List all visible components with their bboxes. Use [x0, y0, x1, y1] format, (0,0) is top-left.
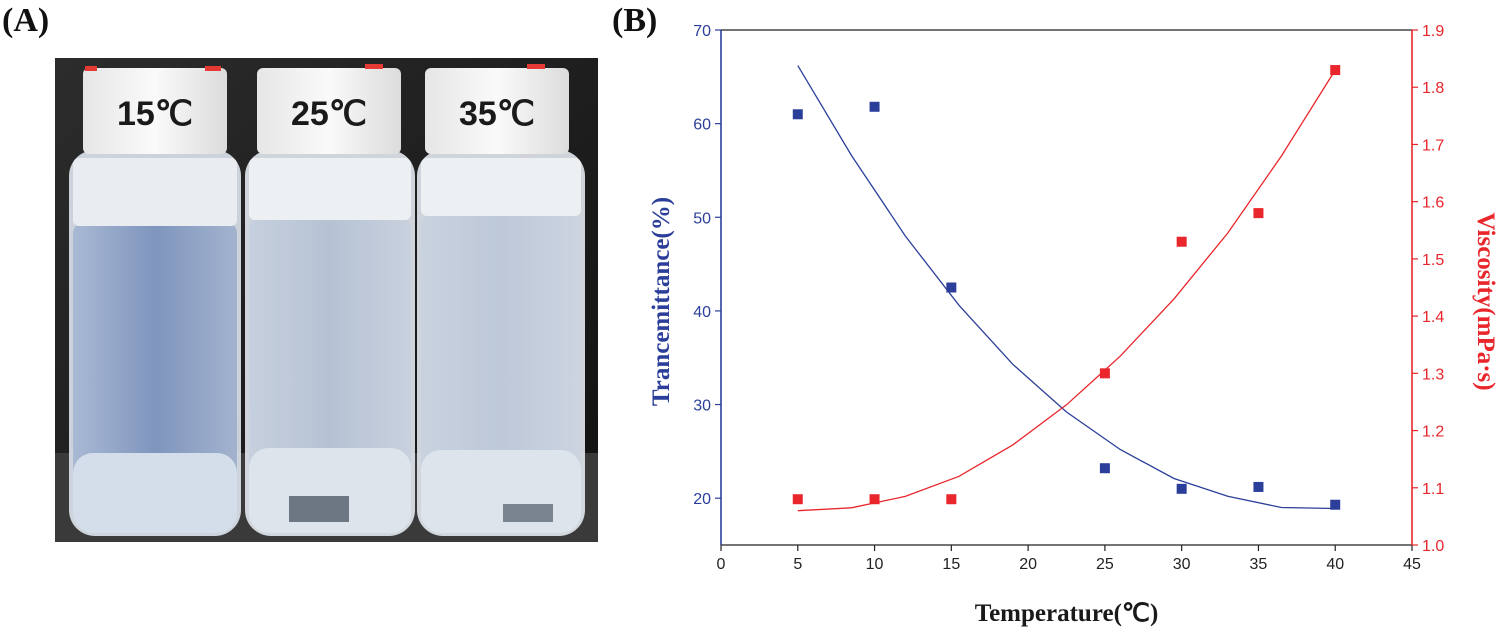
- y-tick-label: 70: [693, 23, 711, 40]
- data-point-viscosity: [1330, 65, 1341, 76]
- panel-label-a: (A): [2, 2, 50, 39]
- data-point-transmittance: [792, 109, 803, 120]
- data-point-viscosity: [792, 494, 803, 505]
- y-tick-label: 60: [693, 117, 711, 134]
- data-point-viscosity: [869, 494, 880, 505]
- tick-labels: 0 5 10 15 20 25 30 35 40 45 20 30 40 50 60 70 1.0 1.1 1.2 1…: [693, 23, 1444, 573]
- bottle-35c: [417, 64, 585, 536]
- x-tick-label: 25: [1096, 556, 1114, 573]
- y-axis-label: Trancemittance(%): [648, 197, 675, 406]
- x-tick-label: 20: [1019, 556, 1037, 573]
- data-point-transmittance: [1099, 463, 1110, 474]
- bottles-photo: 15℃ 25℃ 35℃: [55, 58, 598, 542]
- x-axis-label: Temperature(℃): [975, 600, 1159, 627]
- bottle-1-label: 15℃: [117, 95, 193, 133]
- x-tick-label: 10: [866, 556, 884, 573]
- fit-curves: [797, 65, 1336, 512]
- fit-curve-transmittance: [797, 65, 1336, 510]
- data-point-transmittance: [946, 282, 957, 293]
- y2-tick-label: 1.5: [1422, 252, 1444, 269]
- data-point-transmittance: [1253, 481, 1264, 492]
- y2-tick-label: 1.3: [1422, 366, 1444, 383]
- y-tick-label: 30: [693, 398, 711, 415]
- x-tick-label: 35: [1250, 556, 1268, 573]
- data-points: [792, 65, 1341, 510]
- y2-tick-label: 1.9: [1422, 23, 1444, 40]
- y2-tick-label: 1.0: [1422, 538, 1444, 555]
- x-tick-label: 45: [1403, 556, 1421, 573]
- x-tick-label: 40: [1326, 556, 1344, 573]
- x-tick-label: 15: [942, 556, 960, 573]
- data-point-viscosity: [1176, 236, 1187, 247]
- bottle-15c: [69, 66, 241, 536]
- y2-tick-label: 1.8: [1422, 80, 1444, 97]
- y-tick-label: 50: [693, 210, 711, 227]
- bottle-2-label: 25℃: [291, 95, 367, 133]
- data-point-viscosity: [1253, 208, 1264, 219]
- data-point-viscosity: [946, 494, 957, 505]
- y-tick-label: 40: [693, 304, 711, 321]
- x-tick-label: 5: [793, 556, 802, 573]
- chart-axes: [715, 29, 1418, 551]
- y2-tick-label: 1.7: [1422, 137, 1444, 154]
- y2-tick-label: 1.1: [1422, 481, 1444, 498]
- fit-curve-viscosity: [797, 69, 1336, 512]
- y2-tick-label: 1.4: [1422, 309, 1444, 326]
- y2-axis-label: Viscosity(mPa·s): [1472, 212, 1499, 390]
- bottle-3-label: 35℃: [459, 95, 535, 133]
- y2-tick-label: 1.6: [1422, 195, 1444, 212]
- data-point-transmittance: [1330, 499, 1341, 510]
- panel-label-b: (B): [612, 2, 658, 39]
- data-point-viscosity: [1099, 368, 1110, 379]
- chart: 0 5 10 15 20 25 30 35 40 45 20 30 40 50 60 70 1.0 1.1 1.2 1…: [648, 23, 1499, 627]
- x-tick-label: 30: [1173, 556, 1191, 573]
- data-point-transmittance: [1176, 483, 1187, 494]
- y2-tick-label: 1.2: [1422, 424, 1444, 441]
- bottle-25c: [245, 64, 415, 536]
- x-tick-label: 0: [717, 556, 726, 573]
- y-tick-label: 20: [693, 491, 711, 508]
- data-point-transmittance: [869, 101, 880, 112]
